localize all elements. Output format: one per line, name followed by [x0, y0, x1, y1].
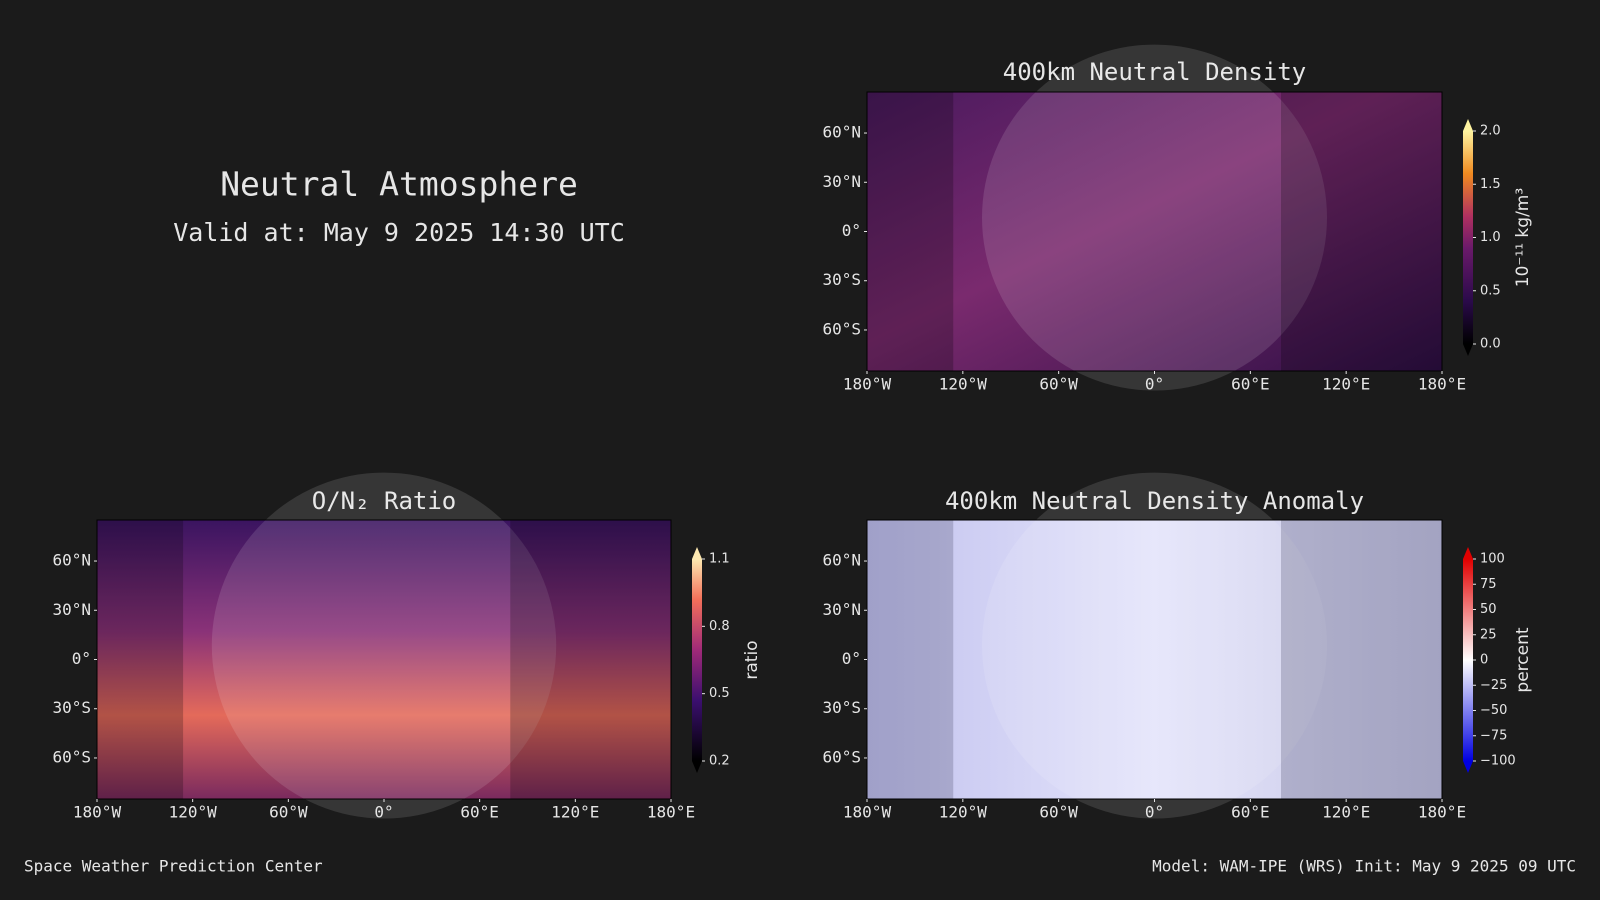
map-field	[867, 520, 1442, 799]
colorbar-tick-label: 0.5	[1480, 283, 1501, 298]
lat-tick-label: 30°S	[52, 698, 91, 717]
colorbar-tick-label: −100	[1480, 754, 1516, 769]
lon-tick-label: 120°W	[939, 803, 988, 822]
page-title: Neutral Atmosphere	[220, 165, 578, 204]
lon-tick-label: 120°E	[1322, 803, 1370, 822]
lon-tick-label: 60°W	[1039, 375, 1078, 394]
night-side	[867, 92, 954, 371]
lat-tick-label: 30°N	[52, 600, 91, 619]
lon-tick-label: 0°	[1145, 803, 1164, 822]
colorbar-tick-label: 25	[1480, 627, 1497, 642]
colorbar-tick-label: 2.0	[1480, 124, 1501, 139]
lat-tick-label: 60°N	[52, 551, 91, 570]
lat-tick-label: 60°S	[52, 747, 91, 766]
panel-title: 400km Neutral Density	[1003, 58, 1306, 86]
lon-tick-label: 60°E	[1231, 375, 1270, 394]
lon-tick-label: 180°E	[1418, 375, 1466, 394]
colorbar-extend	[1463, 547, 1473, 559]
lon-tick-label: 0°	[374, 803, 393, 822]
lon-tick-label: 180°E	[1418, 803, 1466, 822]
day-side	[211, 472, 557, 819]
lon-tick-label: 120°W	[939, 375, 988, 394]
panel-title: O/N₂ Ratio	[312, 487, 457, 515]
colorbar-tick-label: 100	[1480, 552, 1505, 567]
colorbar-tick-label: 1.5	[1480, 177, 1501, 192]
colorbar-tick-label: 0.2	[709, 754, 730, 769]
colorbar-label: ratio	[742, 640, 762, 679]
lon-tick-label: 0°	[1145, 375, 1164, 394]
colorbar-extend	[1463, 344, 1473, 356]
night-side	[867, 520, 954, 799]
lat-tick-label: 60°S	[822, 747, 861, 766]
lat-tick-label: 60°S	[822, 319, 861, 338]
lon-tick-label: 120°E	[551, 803, 599, 822]
lon-tick-label: 120°E	[1322, 375, 1370, 394]
lon-tick-label: 180°W	[73, 803, 122, 822]
day-side	[982, 472, 1327, 819]
night-side	[1281, 92, 1442, 371]
colorbar-extend	[692, 761, 702, 773]
lon-tick-label: 60°E	[1231, 803, 1270, 822]
lat-tick-label: 60°N	[822, 551, 861, 570]
colorbar-label: percent	[1513, 627, 1533, 692]
lat-tick-label: 30°N	[822, 172, 861, 191]
colorbar	[1463, 131, 1473, 344]
colorbar-extend	[1463, 761, 1473, 773]
lon-tick-label: 60°W	[269, 803, 308, 822]
colorbar-tick-label: 50	[1480, 602, 1497, 617]
lon-tick-label: 60°E	[460, 803, 499, 822]
lat-tick-label: 30°S	[822, 698, 861, 717]
colorbar-extend	[692, 547, 702, 559]
colorbar-tick-label: 0.8	[709, 619, 730, 634]
night-side	[510, 520, 671, 799]
day-side	[982, 44, 1327, 391]
lat-tick-label: 30°S	[822, 270, 861, 289]
lon-tick-label: 120°W	[169, 803, 218, 822]
map-field	[867, 92, 1442, 371]
lon-tick-label: 180°W	[843, 803, 892, 822]
colorbar-tick-label: −25	[1480, 678, 1507, 693]
night-side	[97, 520, 184, 799]
colorbar-tick-label: 0.0	[1480, 337, 1501, 352]
colorbar	[692, 559, 702, 761]
valid-time: Valid at: May 9 2025 14:30 UTC	[173, 218, 625, 247]
lon-tick-label: 60°W	[1039, 803, 1078, 822]
colorbar-tick-label: −50	[1480, 703, 1507, 718]
colorbar-tick-label: 0	[1480, 653, 1488, 668]
lat-tick-label: 30°N	[822, 600, 861, 619]
footer-right: Model: WAM-IPE (WRS) Init: May 9 2025 09…	[1152, 857, 1576, 876]
colorbar-extend	[1463, 119, 1473, 131]
lon-tick-label: 180°E	[647, 803, 695, 822]
colorbar-tick-label: 75	[1480, 577, 1497, 592]
lon-tick-label: 180°W	[843, 375, 892, 394]
colorbar-tick-label: 1.1	[709, 552, 730, 567]
colorbar-tick-label: 1.0	[1480, 230, 1501, 245]
footer-left: Space Weather Prediction Center	[24, 857, 323, 876]
night-side	[1281, 520, 1442, 799]
panel-title: 400km Neutral Density Anomaly	[945, 487, 1364, 515]
lat-tick-label: 0°	[72, 649, 91, 668]
colorbar	[1463, 559, 1473, 761]
map-field	[97, 520, 671, 799]
colorbar-tick-label: −75	[1480, 728, 1507, 743]
lat-tick-label: 0°	[842, 649, 861, 668]
lat-tick-label: 0°	[842, 221, 861, 240]
colorbar-label: 10⁻¹¹ kg/m³	[1513, 188, 1533, 287]
colorbar-tick-label: 0.5	[709, 686, 730, 701]
lat-tick-label: 60°N	[822, 123, 861, 142]
